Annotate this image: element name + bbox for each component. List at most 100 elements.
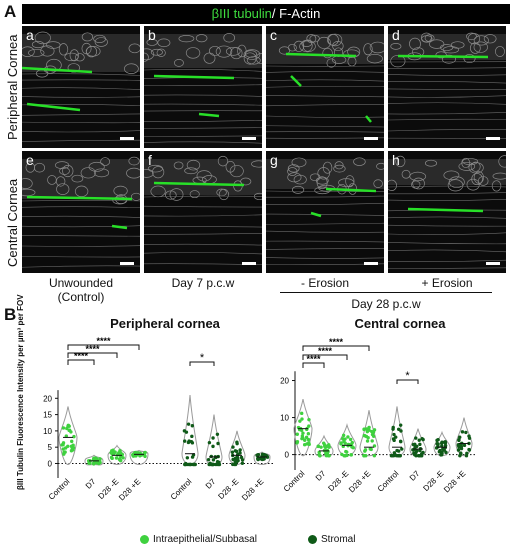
data-point: [317, 453, 321, 457]
data-point: [302, 443, 307, 447]
data-point: [303, 438, 307, 442]
data-point: [439, 453, 443, 457]
data-point: [365, 439, 370, 443]
panel-letter-a: A: [4, 2, 17, 21]
panel-letter-b: B: [4, 305, 17, 324]
data-point: [300, 434, 305, 438]
significance-bracket: [396, 379, 419, 384]
data-point: [188, 462, 192, 467]
micrograph-label: g: [270, 152, 278, 168]
x-tick-label: Control: [282, 469, 307, 494]
x-tick-label: D7: [84, 477, 98, 491]
data-point: [438, 448, 442, 453]
data-point: [400, 447, 404, 451]
data-point: [342, 454, 346, 458]
micrograph-g: g: [266, 151, 384, 273]
header-title: βIII tubulin/ F-Actin: [22, 6, 510, 21]
micrograph-h: h: [388, 151, 506, 273]
data-point: [415, 449, 419, 453]
data-point: [299, 411, 304, 416]
legend-stromal: Stromal: [308, 534, 355, 545]
condition-unwounded-text: Unwounded: [48, 276, 114, 290]
condition-unwounded: Unwounded (Control): [22, 276, 140, 304]
data-point: [240, 461, 245, 466]
condition-minus-erosion: - Erosion: [300, 276, 350, 290]
data-point: [319, 445, 323, 449]
x-tick-label: D28 +E: [240, 477, 265, 502]
nerve-signal: [285, 52, 357, 58]
data-point: [233, 462, 238, 467]
data-point: [350, 445, 354, 449]
data-point: [459, 452, 463, 456]
scale-bar: [120, 137, 134, 140]
data-point: [133, 454, 137, 458]
x-tick-label: D7: [314, 469, 328, 483]
data-point: [398, 439, 403, 444]
x-tick-label: D28 +E: [442, 469, 467, 494]
data-point: [456, 448, 461, 452]
data-point: [306, 431, 311, 436]
violin-outline: [58, 406, 78, 465]
data-point: [443, 440, 447, 444]
data-point: [306, 437, 311, 442]
data-point: [295, 432, 299, 436]
micrograph-texture: [22, 156, 140, 268]
y-tick-label: 10: [280, 414, 289, 423]
data-point: [307, 441, 311, 445]
micrograph-label: a: [26, 27, 34, 43]
data-point: [66, 423, 71, 427]
data-point: [350, 440, 354, 445]
data-point: [240, 458, 245, 462]
nerve-signal: [26, 195, 133, 201]
data-point: [462, 443, 467, 448]
data-point: [316, 444, 320, 449]
data-point: [234, 449, 239, 454]
y-tick-label: 0: [285, 451, 290, 460]
data-point: [395, 448, 399, 453]
significance-label: ****: [306, 354, 321, 364]
data-point: [398, 423, 403, 427]
data-point: [344, 449, 348, 454]
data-point: [190, 455, 195, 459]
legend-label-intraepithelial: Intraepithelial/Subbasal: [153, 534, 257, 545]
data-point: [364, 434, 369, 439]
header-green-text: βIII tubulin: [211, 6, 272, 21]
data-point: [94, 461, 99, 465]
data-point: [413, 445, 417, 450]
data-point: [98, 457, 102, 461]
data-point: [256, 457, 260, 461]
data-point: [114, 456, 119, 460]
violin-outline: [107, 444, 127, 465]
data-point: [206, 457, 211, 462]
significance-label: *: [200, 352, 205, 364]
data-point: [436, 444, 440, 449]
significance-label: *: [405, 370, 410, 382]
data-point: [184, 430, 189, 434]
nerve-signal: [365, 115, 372, 123]
significance-bracket: [67, 359, 95, 365]
data-point: [71, 443, 75, 447]
condition-day28: Day 28 p.c.w: [351, 297, 421, 311]
x-tick-label: D28 -E: [326, 469, 350, 493]
significance-label: ****: [329, 337, 344, 347]
data-point: [325, 444, 330, 448]
data-point: [439, 441, 444, 445]
data-point: [238, 448, 242, 452]
data-point: [61, 426, 66, 430]
scale-bar: [242, 262, 256, 265]
significance-bracket: [67, 344, 140, 350]
micrograph-label: c: [270, 27, 277, 43]
micrograph-e: e: [22, 151, 140, 273]
x-tick-label: D28 -E: [216, 477, 240, 501]
data-point: [298, 419, 302, 423]
legend-label-stromal: Stromal: [321, 534, 356, 545]
data-point: [109, 455, 114, 460]
significance-bracket: [302, 345, 370, 351]
data-point: [464, 430, 468, 435]
data-point: [211, 444, 215, 449]
x-tick-label: D28 -E: [421, 469, 445, 493]
micrograph-texture: [22, 31, 140, 142]
data-point: [260, 454, 264, 459]
data-point: [70, 439, 74, 444]
nerve-signal: [198, 112, 220, 118]
